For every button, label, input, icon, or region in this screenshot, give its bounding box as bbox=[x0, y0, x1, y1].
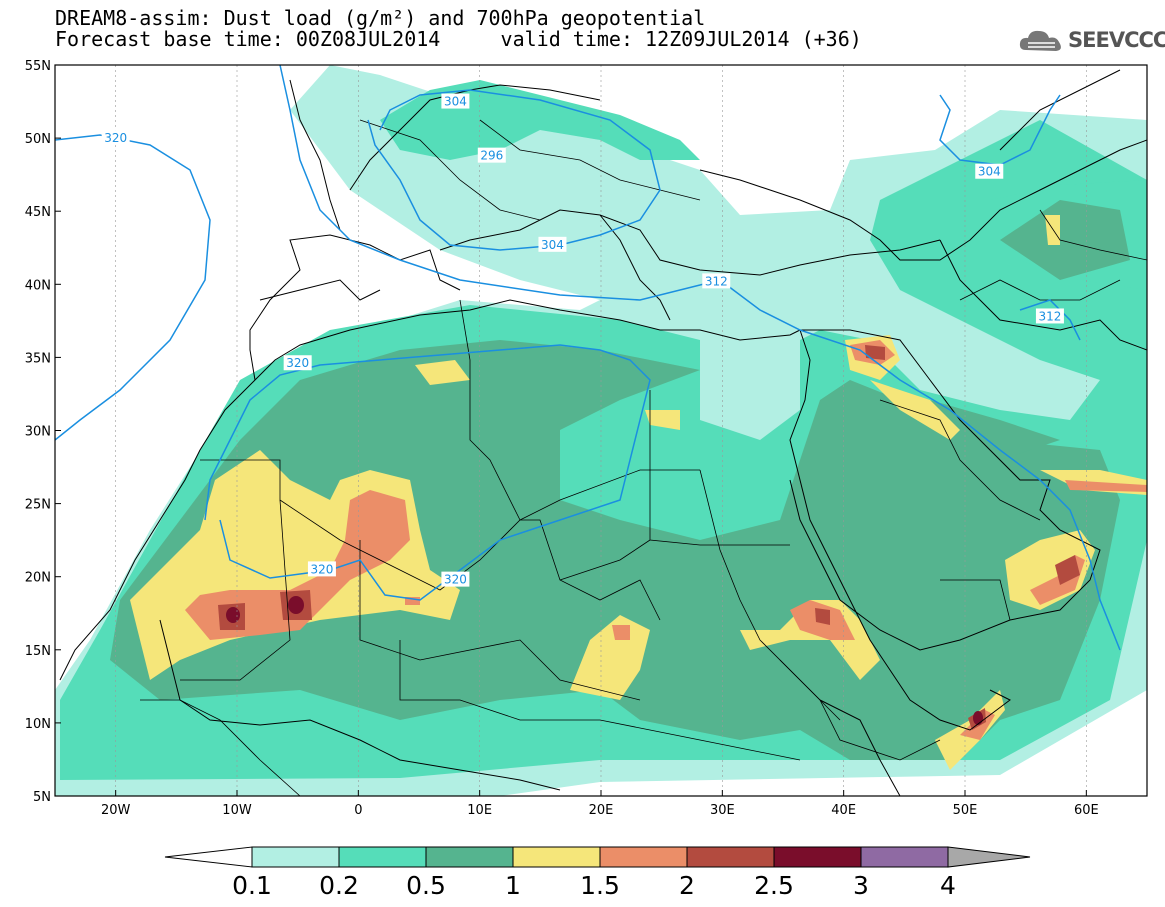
lat-tick-label: 40N bbox=[25, 278, 51, 293]
colorbar-tick-label: 0.5 bbox=[406, 871, 446, 900]
lon-tick-label: 60E bbox=[1074, 803, 1099, 818]
contour-label-bg bbox=[101, 130, 130, 146]
colorbar-high-arrow bbox=[947, 846, 1031, 868]
valid-time-label: valid time: bbox=[500, 27, 633, 51]
colorbar-segment bbox=[425, 846, 514, 868]
contour-label: 312 bbox=[705, 274, 728, 288]
colorbar-tick-label: 0.2 bbox=[319, 871, 359, 900]
header-line-1: DREAM8-assim: Dust load (g/m²) and 700hP… bbox=[55, 8, 955, 29]
coastlines bbox=[59, 69, 1147, 796]
contour-label-bg bbox=[1035, 308, 1064, 324]
contour-label: 296 bbox=[480, 149, 503, 163]
contour-label: 320 bbox=[286, 356, 309, 370]
lat-tick-label: 5N bbox=[33, 790, 51, 805]
map-header: DREAM8-assim: Dust load (g/m²) and 700hP… bbox=[55, 8, 955, 50]
contour-label-bg bbox=[538, 236, 567, 252]
contour-label: 320 bbox=[310, 562, 333, 576]
variable-description: Dust load (g/m²) and 700hPa geopotential bbox=[223, 6, 706, 30]
longitude-axis: 20W 10W 0 10E 20E 30E 40E 50E 60E bbox=[101, 790, 1099, 818]
lon-tick-label: 30E bbox=[710, 803, 735, 818]
colorbar-tick-label: 4 bbox=[940, 871, 956, 900]
graticule bbox=[115, 65, 1087, 796]
base-time-label: Forecast base time: bbox=[55, 27, 284, 51]
contour-labels: 320 304 296 304 312 304 312 320 320 320 bbox=[101, 93, 1064, 587]
lat-tick-label: 55N bbox=[25, 59, 51, 74]
cloud-icon bbox=[1019, 30, 1061, 51]
geopotential-contours bbox=[55, 65, 1121, 651]
contour-label-bg bbox=[441, 571, 470, 587]
country-borders bbox=[140, 119, 1147, 796]
lat-tick-label: 50N bbox=[25, 132, 51, 147]
colorbar-tick-label: 3 bbox=[853, 871, 869, 900]
lon-tick-label: 10W bbox=[222, 803, 252, 818]
base-time-value: 00Z08JUL2014 bbox=[295, 27, 441, 51]
colorbar-tick-label: 0.1 bbox=[232, 871, 272, 900]
contour-label: 312 bbox=[1038, 309, 1061, 323]
latitude-axis: 55N 50N 45N 40N 35N 30N 25N 20N 15N 10N 5N bbox=[25, 59, 61, 805]
header-line-2: Forecast base time: 00Z08JUL2014 valid t… bbox=[55, 29, 955, 50]
dust-map: 320 304 296 304 312 304 312 320 320 320 20W 10W 0 10… bbox=[25, 59, 1148, 818]
lon-tick-label: 20W bbox=[101, 803, 131, 818]
lon-tick-label: 50E bbox=[953, 803, 978, 818]
contour-label-bg bbox=[441, 93, 470, 109]
lat-tick-label: 15N bbox=[25, 644, 51, 659]
colorbar-bar bbox=[164, 846, 1031, 868]
colorbar-segment bbox=[599, 846, 688, 868]
lat-tick-label: 30N bbox=[25, 425, 51, 440]
colorbar-low-arrow bbox=[164, 846, 253, 868]
lon-tick-label: 10E bbox=[467, 803, 492, 818]
lat-tick-label: 10N bbox=[25, 717, 51, 732]
contour-label-bg bbox=[477, 147, 506, 163]
colorbar-tick-label: 2.5 bbox=[754, 871, 794, 900]
valid-time-value: 12Z09JUL2014 (+36) bbox=[645, 27, 862, 51]
dust-level-2-5 bbox=[226, 596, 983, 725]
logo-text: SEEVCCC bbox=[1068, 28, 1165, 52]
model-name: DREAM8-assim: bbox=[55, 6, 212, 30]
colorbar-legend: 0.1 0.2 0.5 1 1.5 2 2.5 3 4 bbox=[160, 843, 1040, 901]
contour-label: 304 bbox=[978, 165, 1001, 179]
lat-tick-label: 25N bbox=[25, 498, 51, 513]
contour-label: 320 bbox=[444, 573, 467, 587]
contour-label: 304 bbox=[541, 238, 564, 252]
lat-tick-label: 20N bbox=[25, 571, 51, 586]
contour-label-bg bbox=[702, 273, 731, 289]
colorbar-tick-label: 1 bbox=[505, 871, 521, 900]
lat-tick-label: 45N bbox=[25, 205, 51, 220]
lon-tick-label: 0 bbox=[354, 803, 362, 818]
seevccc-logo: SEEVCCC bbox=[1018, 26, 1165, 56]
colorbar-segment bbox=[860, 846, 949, 868]
colorbar-segment bbox=[338, 846, 427, 868]
contour-label-bg bbox=[283, 355, 312, 371]
lon-tick-label: 20E bbox=[589, 803, 614, 818]
lat-tick-label: 35N bbox=[25, 351, 51, 366]
contour-label-bg bbox=[307, 561, 336, 577]
colorbar-tick-label: 2 bbox=[679, 871, 695, 900]
colorbar-segment bbox=[512, 846, 601, 868]
lon-tick-label: 40E bbox=[831, 803, 856, 818]
contour-label-bg bbox=[975, 163, 1004, 179]
colorbar-segment bbox=[251, 846, 340, 868]
colorbar-segment bbox=[773, 846, 862, 868]
contour-label: 320 bbox=[104, 131, 127, 145]
contour-label: 304 bbox=[444, 95, 467, 109]
colorbar-tick-label: 1.5 bbox=[580, 871, 620, 900]
colorbar-segment bbox=[686, 846, 775, 868]
